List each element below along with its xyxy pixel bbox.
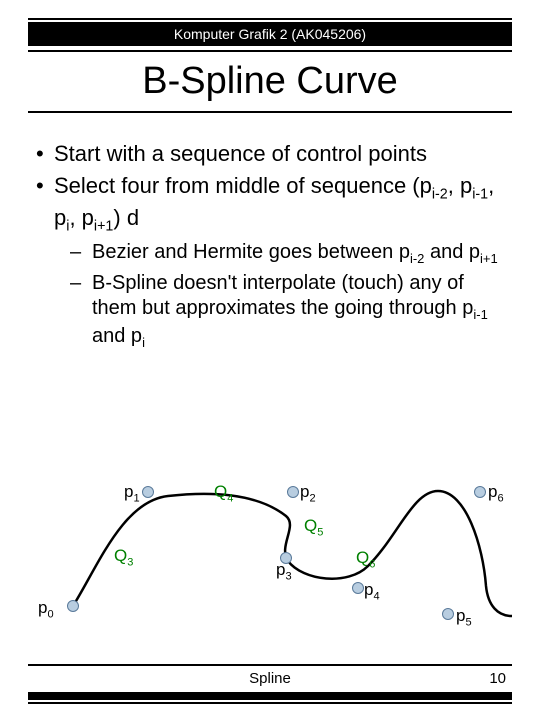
txt: and p	[424, 241, 480, 263]
txt: ) d	[113, 205, 139, 230]
footer-rule-top	[28, 664, 512, 666]
title-box: B-Spline Curve	[28, 50, 512, 113]
control-point-label-p5: p5	[456, 606, 472, 628]
bullet-1: • Start with a sequence of control point…	[36, 140, 512, 168]
top-rule	[28, 18, 512, 20]
control-point-p4	[352, 582, 364, 594]
sub: i	[142, 335, 145, 350]
sub: i+1	[480, 251, 498, 266]
sub: i-2	[432, 186, 448, 202]
content-area: • Start with a sequence of control point…	[36, 140, 512, 355]
sub: i-2	[410, 251, 424, 266]
control-point-label-p1: p1	[124, 482, 140, 504]
dash: –	[70, 240, 92, 267]
bullet-1-text: Start with a sequence of control points	[54, 140, 427, 168]
sub-bullet-2-text: B-Spline doesn't interpolate (touch) any…	[92, 271, 512, 351]
slide-title: B-Spline Curve	[28, 60, 512, 103]
footer-rule-bottom	[28, 702, 512, 704]
page-number: 10	[489, 670, 506, 687]
sub: i-1	[472, 186, 488, 202]
sub: i-1	[473, 307, 487, 322]
spline-diagram: p0 p1 p2 p3 p4 p5 p6 Q3 Q4 Q5 Q6	[28, 466, 512, 636]
control-point-p1	[142, 486, 154, 498]
sub-bullet-2: – B-Spline doesn't interpolate (touch) a…	[70, 271, 512, 351]
control-point-label-p0: p0	[38, 598, 54, 620]
txt: B-Spline doesn't interpolate (touch) any…	[92, 272, 473, 319]
footer-band	[28, 692, 512, 700]
txt: (p	[412, 173, 432, 198]
curve-svg	[28, 466, 512, 636]
control-point-label-p4: p4	[364, 580, 380, 602]
txt: Select four from middle of sequence	[54, 173, 412, 198]
control-point-p2	[287, 486, 299, 498]
control-point-label-p3: p3	[276, 560, 292, 582]
spline-curve	[73, 491, 512, 616]
q-label-2: Q5	[304, 516, 323, 538]
bullet-dot: •	[36, 140, 54, 168]
footer-left: Spline	[0, 670, 540, 687]
txt: and p	[92, 325, 142, 347]
control-point-p0	[67, 600, 79, 612]
txt: , p	[69, 205, 93, 230]
q-label-3: Q6	[356, 548, 375, 570]
q-label-0: Q3	[114, 546, 133, 568]
txt: Bezier and Hermite goes between p	[92, 241, 410, 263]
control-point-p5	[442, 608, 454, 620]
dash: –	[70, 271, 92, 351]
sub-bullet-1-text: Bezier and Hermite goes between pi-2 and…	[92, 240, 498, 267]
bullet-dot: •	[36, 172, 54, 237]
control-point-p6	[474, 486, 486, 498]
control-point-label-p6: p6	[488, 482, 504, 504]
course-header: Komputer Grafik 2 (AK045206)	[28, 22, 512, 46]
sub-bullet-1: – Bezier and Hermite goes between pi-2 a…	[70, 240, 512, 267]
sub-bullets: – Bezier and Hermite goes between pi-2 a…	[36, 240, 512, 351]
bullet-2: • Select four from middle of sequence (p…	[36, 172, 512, 237]
sub: i+1	[94, 218, 113, 234]
q-label-1: Q4	[214, 482, 233, 504]
txt: , p	[448, 173, 472, 198]
bullet-2-text: Select four from middle of sequence (pi-…	[54, 172, 512, 237]
control-point-label-p2: p2	[300, 482, 316, 504]
